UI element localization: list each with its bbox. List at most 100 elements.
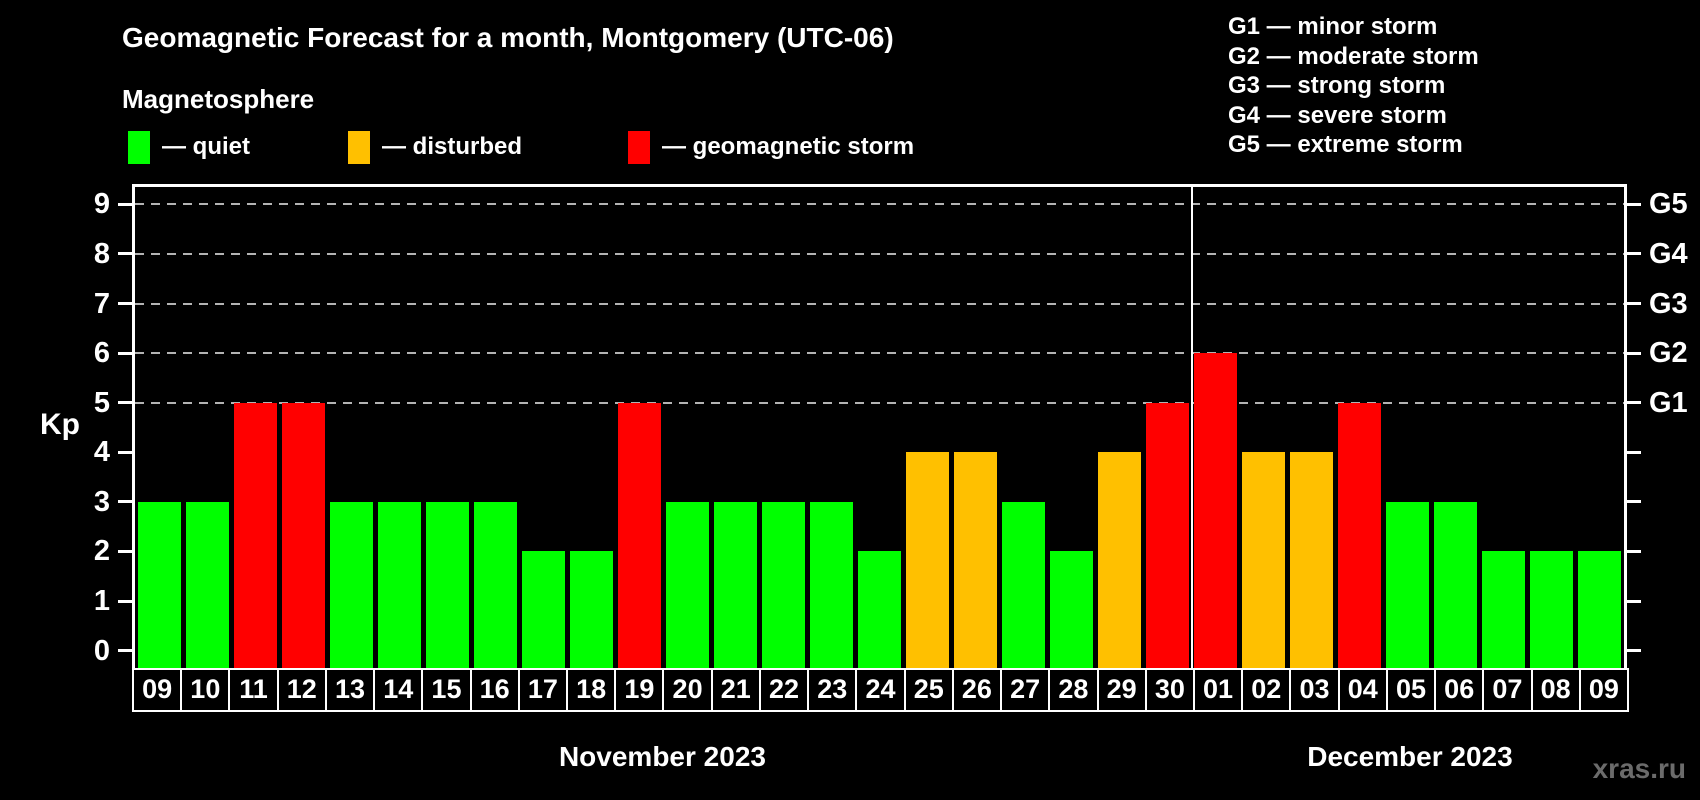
- day-label: 21: [710, 668, 761, 712]
- g-scale-legend-line-2: G2 — moderate storm: [1228, 42, 1479, 70]
- g-axis-label: G2: [1649, 337, 1688, 370]
- chart-subtitle: Magnetosphere: [122, 84, 315, 114]
- right-axis-tick: [1627, 500, 1641, 504]
- kp-bar: [761, 501, 805, 668]
- y-axis-tick-label: 5: [93, 386, 110, 419]
- kp-bar: [713, 501, 757, 668]
- kp-bar: [1242, 452, 1286, 668]
- kp-bar: [954, 452, 998, 668]
- y-axis-tick: [118, 549, 132, 553]
- kp-bar: [857, 551, 901, 668]
- day-label: 11: [228, 668, 279, 712]
- day-label: 15: [421, 668, 472, 712]
- kp-bar: [1482, 551, 1526, 668]
- day-label: 28: [1048, 668, 1099, 712]
- g-scale-legend-line-1: G1 — minor storm: [1228, 13, 1438, 40]
- day-label: 16: [469, 668, 520, 712]
- day-label: 12: [276, 668, 327, 712]
- day-label: 02: [1241, 668, 1292, 712]
- y-axis-tick: [118, 649, 132, 653]
- day-label: 03: [1289, 668, 1340, 712]
- g-axis-label: G4: [1649, 237, 1688, 270]
- kp-bar: [1386, 501, 1430, 668]
- kp-bar: [1290, 452, 1334, 668]
- month-label: November 2023: [558, 741, 766, 772]
- kp-bar: [1578, 551, 1622, 668]
- legend-swatch-disturbed: [348, 130, 370, 164]
- day-label: 22: [758, 668, 810, 712]
- kp-bar: [281, 402, 325, 668]
- gridline-kp8: [135, 252, 1624, 255]
- day-label: 20: [662, 668, 713, 712]
- right-axis-tick: [1627, 401, 1641, 405]
- y-axis-tick-label: 4: [93, 436, 110, 469]
- kp-bar: [377, 501, 421, 668]
- y-axis-tick: [118, 401, 132, 405]
- kp-bar: [1338, 402, 1382, 668]
- right-axis-tick: [1627, 599, 1641, 603]
- y-axis-tick: [118, 599, 132, 603]
- kp-bar: [473, 501, 517, 668]
- legend-item-quiet: — quiet: [128, 130, 250, 164]
- day-label: 07: [1482, 668, 1533, 712]
- y-axis-tick-label: 9: [93, 188, 110, 221]
- legend-swatch-quiet: [128, 130, 150, 164]
- day-label: 25: [903, 668, 954, 712]
- legend-label-disturbed: — disturbed: [382, 133, 523, 160]
- kp-bar: [1146, 402, 1190, 668]
- gridline-kp5: [135, 401, 1624, 404]
- y-axis-tick: [118, 202, 132, 206]
- day-label: 24: [855, 668, 906, 712]
- kp-bar: [1098, 452, 1142, 668]
- g-scale-legend-line-5: G5 — extreme storm: [1228, 131, 1463, 159]
- y-axis-tick-label: 2: [93, 535, 110, 568]
- g-axis-label: G1: [1649, 386, 1688, 419]
- kp-bar: [137, 501, 181, 668]
- right-axis-tick: [1627, 302, 1641, 306]
- day-label: 13: [324, 668, 376, 712]
- day-label: 26: [951, 668, 1003, 712]
- day-label: 08: [1530, 668, 1581, 712]
- kp-bar: [809, 501, 853, 668]
- day-label: 04: [1337, 668, 1388, 712]
- right-axis-tick: [1627, 202, 1641, 206]
- chart-title: Geomagnetic Forecast for a month, Montgo…: [122, 22, 894, 53]
- kp-bar: [1050, 551, 1094, 668]
- day-label: 05: [1385, 668, 1437, 712]
- y-axis-tick: [118, 500, 132, 504]
- day-label: 27: [1000, 668, 1051, 712]
- legend-label-quiet: — quiet: [162, 133, 250, 160]
- day-label: 30: [1144, 668, 1195, 712]
- kp-bar: [1530, 551, 1574, 668]
- day-label: 29: [1096, 668, 1147, 712]
- magnetosphere-legend: — quiet — disturbed — geomagnetic storm: [128, 130, 1028, 166]
- gridline-kp7: [135, 302, 1624, 305]
- plot-area: [132, 184, 1627, 668]
- legend-swatch-storm: [628, 130, 650, 164]
- g-scale-legend-line-3: G3 — strong storm: [1228, 72, 1446, 100]
- y-axis-tick: [118, 351, 132, 355]
- y-axis-tick-label: 8: [93, 237, 110, 270]
- kp-bar: [665, 501, 709, 668]
- g-axis-label: G3: [1649, 287, 1688, 320]
- day-label: 19: [614, 668, 665, 712]
- kp-axis-label: Kp: [40, 408, 80, 441]
- legend-item-disturbed: — disturbed: [348, 130, 522, 164]
- kp-bar: [1002, 501, 1046, 668]
- right-axis-tick: [1627, 649, 1641, 653]
- g-scale-legend-line-4: G4 — severe storm: [1228, 101, 1447, 129]
- day-label: 17: [517, 668, 569, 712]
- g-axis-label: G5: [1649, 188, 1688, 221]
- day-label: 01: [1192, 668, 1244, 712]
- y-axis-tick-label: 1: [93, 585, 110, 618]
- kp-bar: [1434, 501, 1478, 668]
- y-axis-tick: [118, 252, 132, 256]
- gridline-kp6: [135, 352, 1624, 355]
- g-scale-legend: G1 — minor storm G2 — moderate storm G3 — …: [1228, 12, 1479, 160]
- right-axis-tick: [1627, 549, 1641, 553]
- day-label: 06: [1434, 668, 1485, 712]
- kp-bar: [185, 501, 229, 668]
- right-axis-tick: [1627, 450, 1641, 454]
- y-axis-tick-label: 3: [93, 485, 110, 518]
